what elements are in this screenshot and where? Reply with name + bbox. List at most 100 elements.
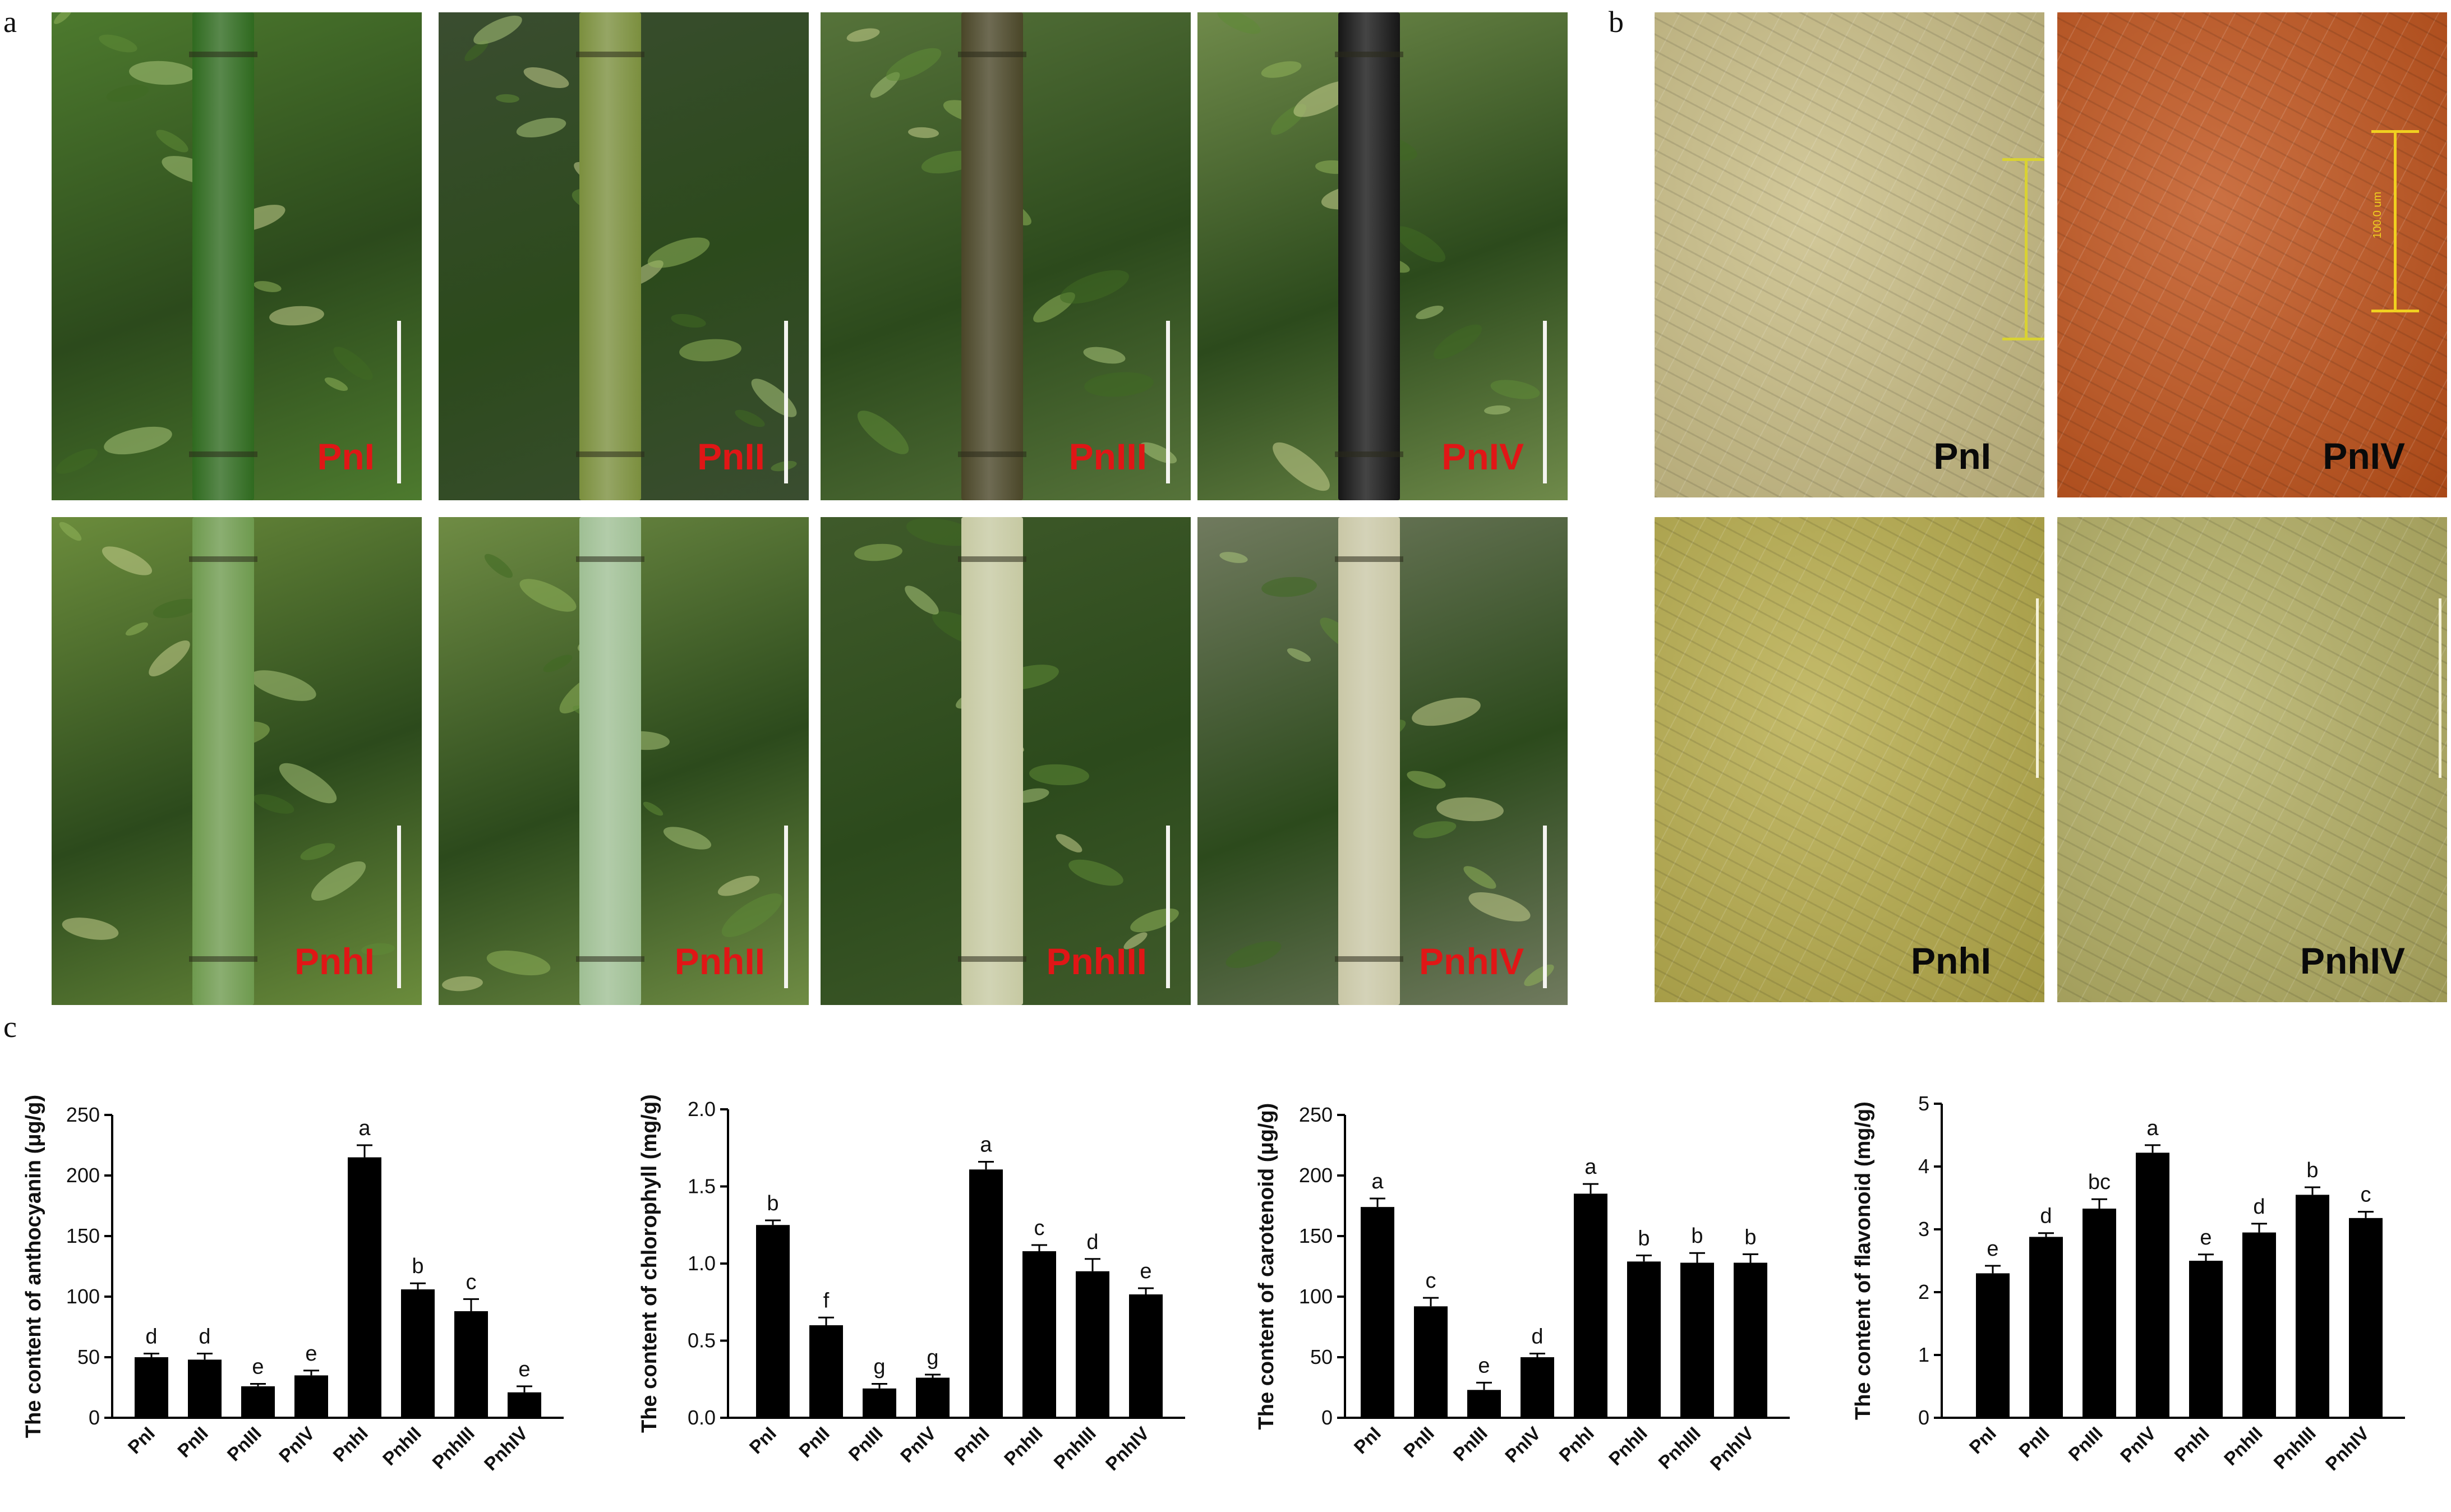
foliage-blob <box>485 946 552 980</box>
x-category-label: PnhI <box>950 1423 993 1466</box>
significance-letter: e <box>1987 1237 1998 1261</box>
culm-node <box>1335 556 1403 562</box>
culm-node <box>958 52 1026 57</box>
significance-letter: a <box>358 1117 371 1140</box>
significance-letter: e <box>518 1358 530 1381</box>
x-category-label: PnhIV <box>1706 1423 1758 1474</box>
culm-node <box>576 956 644 962</box>
y-tick-label: 0 <box>1918 1406 1929 1429</box>
foliage-blob <box>1429 318 1487 366</box>
foliage-blob <box>1435 795 1505 823</box>
foliage-blob <box>901 581 943 619</box>
culm-node <box>189 556 257 562</box>
x-category-label: PnIV <box>896 1423 940 1467</box>
micrograph-scale-bar <box>2025 158 2028 338</box>
foliage-blob <box>252 279 283 294</box>
y-tick-label: 200 <box>66 1164 100 1187</box>
culm-node <box>958 556 1026 562</box>
x-category-label: PnII <box>2015 1423 2053 1462</box>
y-tick-label: 1.0 <box>688 1252 716 1275</box>
bar <box>1361 1207 1394 1418</box>
bar <box>401 1289 435 1418</box>
culm-node <box>189 451 257 457</box>
culm-node <box>576 52 644 57</box>
foliage-blob <box>732 406 767 431</box>
foliage-blob <box>882 42 946 87</box>
scale-bar-text: 100.0 um <box>2371 191 2384 239</box>
scale-bar <box>784 321 788 483</box>
foliage-blob <box>678 337 743 363</box>
significance-letter: a <box>2146 1117 2159 1140</box>
significance-letter: d <box>1531 1325 1543 1349</box>
significance-letter: c <box>1426 1269 1436 1293</box>
bar <box>1414 1306 1448 1418</box>
culm-node <box>1335 52 1403 57</box>
significance-letter: e <box>1140 1260 1151 1283</box>
culm-photo-pnhii: PnhII <box>439 517 809 1005</box>
foliage-blob <box>1460 861 1500 893</box>
micrograph-pni: PnI <box>1655 12 2044 497</box>
y-tick-label: 3 <box>1918 1218 1929 1241</box>
culm-photo-label: PnhIV <box>1418 941 1524 982</box>
significance-letter: e <box>252 1356 264 1379</box>
foliage-blob <box>845 25 881 45</box>
scale-bar <box>1166 321 1170 483</box>
culm-node <box>576 556 644 562</box>
foliage-blob <box>469 12 526 50</box>
x-category-label: PnhII <box>379 1423 425 1469</box>
bar <box>1129 1294 1163 1418</box>
foliage-blob <box>851 403 915 462</box>
y-tick-label: 0 <box>89 1406 100 1429</box>
scale-bar <box>1543 826 1547 988</box>
foliage-blob <box>153 126 192 156</box>
y-axis-label: The content of flavonoid (mg/g) <box>1851 1101 1875 1420</box>
foliage-blob <box>1266 435 1337 499</box>
foliage-blob <box>105 81 150 105</box>
micrograph-scale-bar <box>2036 598 2039 778</box>
foliage-blob <box>661 822 714 854</box>
foliage-blob <box>322 375 350 394</box>
foliage-blob <box>1521 960 1557 990</box>
foliage-blob <box>98 541 156 581</box>
panel-letter-b: b <box>1609 5 1624 39</box>
scale-bar-cap <box>2371 310 2419 312</box>
y-tick-label: 150 <box>1299 1224 1333 1247</box>
culm-photo-pnii: PnII <box>439 12 809 500</box>
foliage-blob <box>715 872 762 900</box>
foliage-blob <box>1412 818 1458 842</box>
foliage-blob <box>1465 886 1534 928</box>
foliage-blob <box>251 790 297 818</box>
culm-node <box>1335 956 1403 962</box>
significance-letter: d <box>145 1325 157 1349</box>
bar <box>1627 1261 1661 1418</box>
y-tick-label: 0.5 <box>688 1329 716 1352</box>
culm-photo-label: PnhII <box>674 941 765 982</box>
x-category-label: PnhII <box>1605 1423 1651 1469</box>
y-tick-label: 100 <box>1299 1285 1333 1308</box>
scale-bar-cap <box>2371 130 2419 133</box>
foliage-blob <box>1260 575 1318 599</box>
foliage-blob <box>1218 550 1249 565</box>
x-category-label: PnIII <box>2065 1423 2107 1465</box>
bar <box>863 1388 896 1418</box>
y-tick-label: 50 <box>77 1345 100 1368</box>
x-category-label: PnIII <box>223 1423 265 1465</box>
x-category-label: PnhIII <box>1049 1423 1100 1473</box>
x-category-label: PnhII <box>2220 1423 2266 1469</box>
x-category-label: PnhI <box>329 1423 372 1466</box>
significance-letter: a <box>1371 1170 1384 1193</box>
x-category-label: PnI <box>745 1423 780 1458</box>
culm-node <box>576 451 644 457</box>
significance-letter: e <box>2200 1226 2212 1250</box>
x-category-label: PnIV <box>2116 1423 2160 1467</box>
foliage-blob <box>495 93 520 104</box>
bar <box>1574 1193 1607 1418</box>
scale-bar <box>1543 321 1547 483</box>
x-category-label: PnI <box>1349 1423 1384 1458</box>
culm-photo-pniv: PnIV <box>1197 12 1568 500</box>
x-category-label: PnI <box>1965 1423 2000 1458</box>
foliage-blob <box>1484 404 1511 416</box>
significance-letter: e <box>305 1342 317 1366</box>
culm-photo-label: PnhI <box>294 941 375 982</box>
culm-photo-pnhiii: PnhIII <box>821 517 1191 1005</box>
